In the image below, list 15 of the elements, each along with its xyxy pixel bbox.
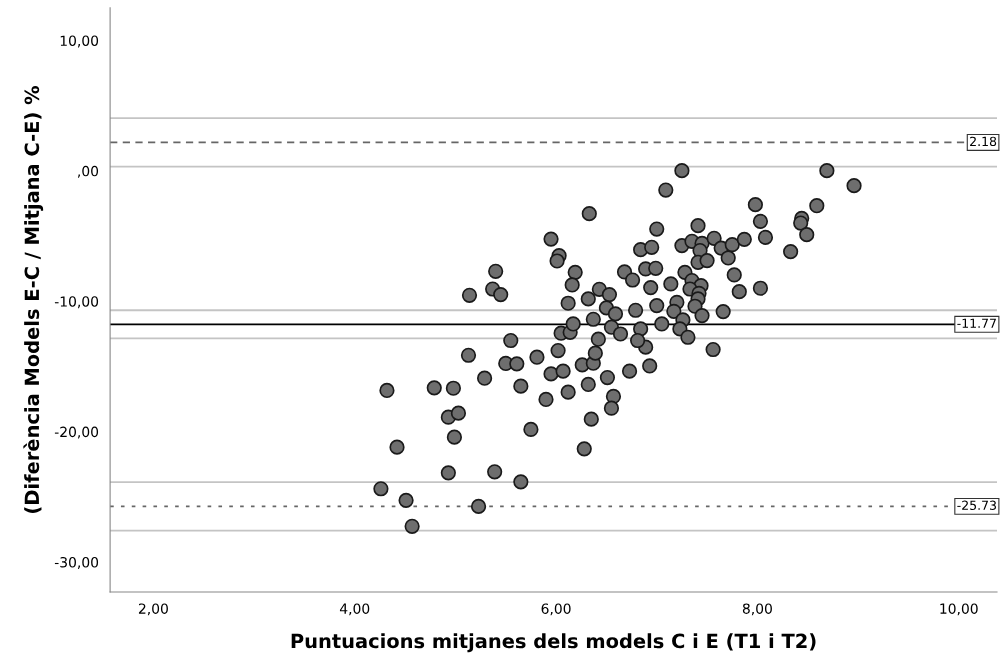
y-tick-label: -20,00 bbox=[54, 426, 99, 439]
x-axis-title: Puntuacions mitjanes dels models C i E (T1 i T2) bbox=[291, 633, 816, 653]
x-tick-label: 4,00 bbox=[339, 603, 370, 616]
y-tick-label: -30,00 bbox=[54, 557, 99, 569]
ref-line-label: -25.73 bbox=[957, 500, 996, 510]
y-tick-label: 10,00 bbox=[60, 35, 99, 48]
y-tick-label: ,00 bbox=[77, 165, 99, 178]
x-tick-label: 10,00 bbox=[940, 603, 978, 616]
y-axis-title: (Diferència Models E-C / Mitjana C-E) % bbox=[23, 86, 44, 513]
ref-line-label: -11.77 bbox=[957, 318, 996, 328]
x-tick-label: 8,00 bbox=[742, 603, 772, 616]
y-tick-label: -10,00 bbox=[54, 296, 99, 309]
ref-line-label: 2.18 bbox=[970, 136, 997, 147]
x-tick-label: 2,00 bbox=[138, 603, 168, 616]
x-tick-label: 6,00 bbox=[541, 603, 571, 616]
